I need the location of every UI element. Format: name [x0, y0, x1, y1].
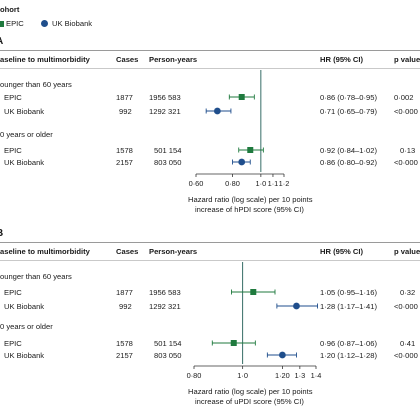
row-hr-text: 0·86 (0·78–0·95)	[320, 93, 377, 102]
row-hr-text: 0·92 (0·84–1·02)	[320, 146, 377, 155]
row-p-value: <0·000	[394, 158, 418, 167]
col-baseline-header-a: aseline to multimorbidity	[0, 55, 90, 64]
row-person-years: 1292 321	[149, 107, 181, 116]
row-cohort: UK Biobank	[4, 302, 45, 311]
panel-b-point-epic	[250, 289, 257, 295]
legend-title: ohort	[0, 5, 20, 14]
panel-b-tick-label: 1·3	[295, 371, 306, 380]
panel-b-tick-label: 1·20	[275, 371, 290, 380]
row-person-years: 1956 583	[149, 288, 181, 297]
legend-ukb-marker	[41, 20, 48, 27]
col-hr-header-a: HR (95% CI)	[320, 55, 364, 64]
panel-a-letter: A	[0, 36, 3, 47]
row-cases: 992	[119, 107, 132, 116]
row-cases: 992	[119, 302, 132, 311]
row-p-value: <0·000	[394, 302, 418, 311]
panel-b-header-rule	[0, 260, 420, 261]
group-label: 0 years or older	[0, 130, 53, 139]
row-p-value: <0·000	[394, 107, 418, 116]
panel-a-tick-label: 0·80	[225, 179, 240, 188]
row-cases: 1578	[116, 339, 133, 348]
row-cohort: EPIC	[4, 146, 22, 155]
col-p-header-b: p value	[394, 247, 420, 256]
col-p-header-a: p value	[394, 55, 420, 64]
col-person-years-header-a: Person-years	[149, 55, 198, 64]
panel-a-point-epic	[247, 147, 254, 153]
row-hr-text: 0·86 (0·80–0·92)	[320, 158, 377, 167]
row-hr-text: 1·28 (1·17–1·41)	[320, 302, 377, 311]
panel-b-tick-label: 0·80	[187, 371, 202, 380]
row-cases: 2157	[116, 351, 133, 360]
legend-epic-label: EPIC	[6, 19, 24, 28]
x-axis-label-b-line1: Hazard ratio (log scale) per 10 points	[188, 387, 313, 396]
group-label: ounger than 60 years	[0, 272, 72, 281]
col-cases-header-b: Cases	[116, 247, 139, 256]
panel-b-top-rule	[0, 242, 420, 243]
panel-b-point-ukbiobank	[293, 302, 300, 310]
row-hr-text: 0·96 (0·87–1·06)	[320, 339, 377, 348]
panel-a-tick-label: 1·2	[279, 179, 290, 188]
row-p-value: <0·000	[394, 351, 418, 360]
row-cases: 1877	[116, 288, 133, 297]
panel-b-letter: B	[0, 228, 3, 239]
group-label: 0 years or older	[0, 322, 53, 331]
row-person-years: 501 154	[154, 339, 182, 348]
row-cohort: UK Biobank	[4, 107, 45, 116]
row-hr-text: 0·71 (0·65–0·79)	[320, 107, 377, 116]
col-hr-header-b: HR (95% CI)	[320, 247, 364, 256]
legend-epic-marker	[0, 21, 4, 27]
row-cases: 1578	[116, 146, 133, 155]
x-axis-label-b-line2: increase of uPDI score (95% CI)	[195, 397, 304, 406]
col-baseline-header-b: aseline to multimorbidity	[0, 247, 90, 256]
x-axis-label-a-line1: Hazard ratio (log scale) per 10 points	[188, 195, 313, 204]
panel-b-tick-label: 1·0	[237, 371, 248, 380]
row-person-years: 803 050	[154, 158, 182, 167]
panel-a-point-ukbiobank	[238, 158, 246, 166]
row-cohort: EPIC	[4, 339, 22, 348]
panel-a-header-rule	[0, 68, 420, 69]
col-cases-header-a: Cases	[116, 55, 139, 64]
row-hr-text: 1·20 (1·12–1·28)	[320, 351, 377, 360]
panel-a-point-ukbiobank	[213, 107, 221, 115]
panel-b-point-epic	[230, 340, 237, 346]
panel-a-tick-label: 0·60	[189, 179, 204, 188]
row-person-years: 1292 321	[149, 302, 181, 311]
row-p-value: 0·32	[400, 288, 416, 297]
group-label: ounger than 60 years	[0, 80, 72, 89]
legend-ukb-label: UK Biobank	[52, 19, 93, 28]
row-cases: 1877	[116, 93, 133, 102]
x-axis-label-a-line2: increase of hPDI score (95% CI)	[195, 205, 304, 214]
row-cases: 2157	[116, 158, 133, 167]
col-person-years-header-b: Person-years	[149, 247, 198, 256]
row-p-value: 0·002	[394, 93, 414, 102]
row-cohort: UK Biobank	[4, 158, 45, 167]
row-person-years: 803 050	[154, 351, 182, 360]
panel-a-tick-label: 1·1	[268, 179, 279, 188]
row-cohort: EPIC	[4, 93, 22, 102]
row-person-years: 501 154	[154, 146, 182, 155]
row-p-value: 0·13	[400, 146, 416, 155]
row-cohort: EPIC	[4, 288, 22, 297]
row-person-years: 1956 583	[149, 93, 181, 102]
panel-a-tick-label: 1·0	[256, 179, 267, 188]
panel-b-tick-label: 1·4	[311, 371, 322, 380]
row-cohort: UK Biobank	[4, 351, 45, 360]
panel-b-point-ukbiobank	[278, 351, 286, 359]
row-p-value: 0·41	[400, 339, 416, 348]
panel-a-point-epic	[238, 94, 245, 100]
panel-a-top-rule	[0, 50, 420, 51]
row-hr-text: 1·05 (0·95–1·16)	[320, 288, 377, 297]
